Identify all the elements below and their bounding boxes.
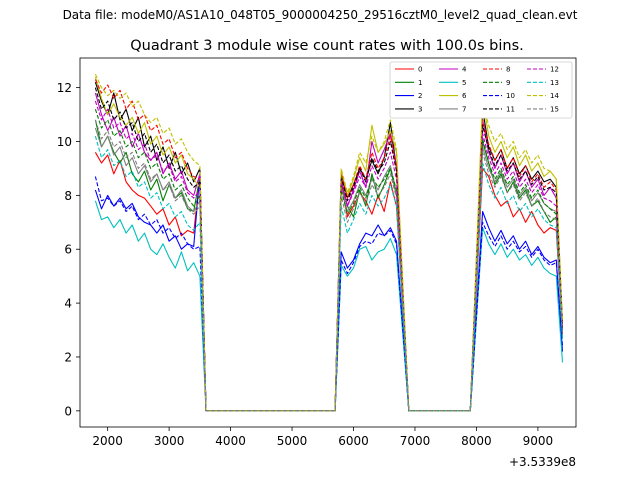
legend-label-0: 0 xyxy=(418,66,422,74)
series-line-7 xyxy=(94,127,564,412)
legend-label-15: 15 xyxy=(550,105,559,113)
x-tick-label: 7000 xyxy=(400,434,431,448)
legend-label-14: 14 xyxy=(550,92,559,100)
series-line-8 xyxy=(94,79,564,412)
legend-label-1: 1 xyxy=(418,79,422,87)
legend-label-8: 8 xyxy=(506,66,510,74)
legend-label-6: 6 xyxy=(462,92,467,100)
x-axis: 2000 3000 4000 5000 6000 7000 8000 9000 xyxy=(92,427,553,448)
y-tick-label: 4 xyxy=(64,297,72,311)
x-tick-label: 6000 xyxy=(338,434,369,448)
series-line-14 xyxy=(94,73,564,412)
series-line-6 xyxy=(94,76,564,412)
legend-box xyxy=(389,61,573,119)
x-tick-label: 3000 xyxy=(154,434,185,448)
y-tick-label: 2 xyxy=(64,350,72,364)
chart-title: Quadrant 3 module wise count rates with … xyxy=(130,38,524,54)
legend-label-4: 4 xyxy=(462,66,467,74)
x-tick-label: 5000 xyxy=(277,434,308,448)
x-tick-label: 4000 xyxy=(215,434,246,448)
y-tick-label: 12 xyxy=(57,81,72,95)
legend-label-13: 13 xyxy=(550,79,559,87)
legend-label-3: 3 xyxy=(418,105,422,113)
legend-label-2: 2 xyxy=(418,92,422,100)
series-line-12 xyxy=(94,100,564,412)
y-tick-label: 8 xyxy=(64,189,72,203)
legend-label-12: 12 xyxy=(550,66,559,74)
x-tick-label: 9000 xyxy=(523,434,554,448)
series-line-10 xyxy=(94,176,564,412)
series-line-5 xyxy=(94,200,564,412)
legend-label-10: 10 xyxy=(506,92,515,100)
axes-frame xyxy=(79,57,577,428)
series-line-15 xyxy=(94,119,564,412)
series-line-13 xyxy=(94,135,564,412)
legend-label-9: 9 xyxy=(506,79,510,87)
y-tick-label: 6 xyxy=(64,243,72,257)
series-line-2 xyxy=(94,173,564,412)
legend-label-7: 7 xyxy=(462,105,466,113)
y-tick-label: 0 xyxy=(64,404,72,418)
suptitle: Data file: modeM0/AS1A10_048T05_90000042… xyxy=(62,8,578,22)
series-line-9 xyxy=(94,109,564,412)
x-tick-label: 2000 xyxy=(92,434,123,448)
legend-label-11: 11 xyxy=(506,105,515,113)
series-line-11 xyxy=(94,87,564,412)
legend-label-5: 5 xyxy=(462,79,466,87)
y-tick-label: 10 xyxy=(57,135,72,149)
series-line-4 xyxy=(94,92,564,412)
x-tick-label: 8000 xyxy=(461,434,492,448)
plot-area xyxy=(94,73,564,412)
series-line-0 xyxy=(94,152,564,412)
x-offset-label: +3.5339e8 xyxy=(509,455,576,469)
series-line-1 xyxy=(94,119,564,412)
y-axis: 0 2 4 6 8 10 12 xyxy=(57,81,80,418)
